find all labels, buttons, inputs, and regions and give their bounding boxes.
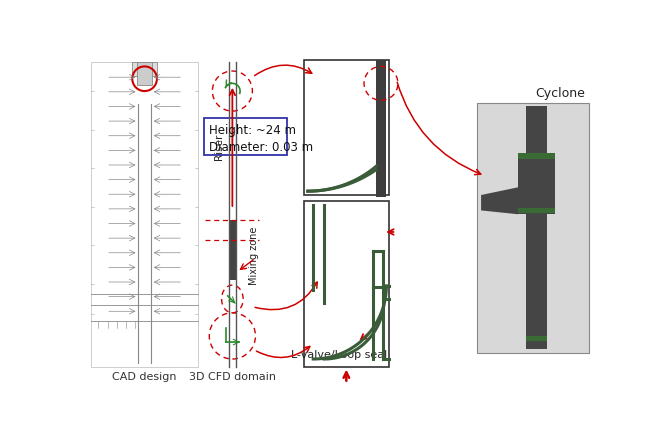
Bar [518,153,555,214]
Text: CAD design: CAD design [112,372,177,382]
Text: 3D CFD domain: 3D CFD domain [189,372,276,382]
Bar [304,201,389,367]
Bar [229,220,236,280]
Bar [477,102,589,353]
Text: Diameter: 0.03 m: Diameter: 0.03 m [208,141,313,154]
Bar [526,106,547,153]
Text: Mixing zone: Mixing zone [249,226,259,285]
Bar [304,60,389,195]
Text: L-valve/Loop seal: L-valve/Loop seal [290,350,387,360]
FancyBboxPatch shape [204,118,287,155]
Text: Riser: Riser [213,133,223,160]
Bar [91,62,198,367]
Text: Height: ~24 m: Height: ~24 m [208,124,296,137]
Text: Cyclone: Cyclone [535,87,585,100]
Bar [518,153,555,159]
Bar [526,336,547,341]
Bar [137,62,152,85]
Bar [133,62,157,76]
Bar [526,214,547,349]
Bar [377,60,386,198]
Bar [518,208,555,213]
Polygon shape [481,187,518,214]
